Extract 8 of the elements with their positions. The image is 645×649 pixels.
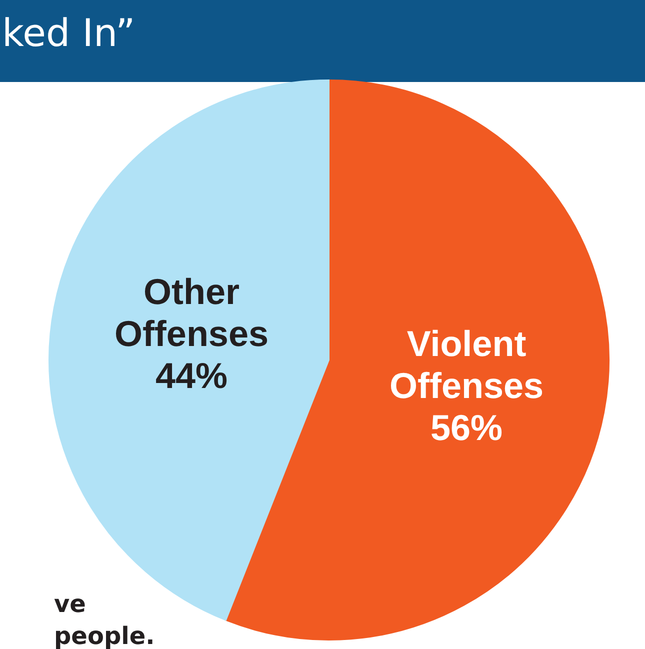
text: people. (54, 622, 155, 649)
data-label: 56% (430, 407, 503, 448)
slice-label: Other Offenses (114, 270, 269, 354)
pie-slice (49, 80, 330, 621)
slice-label: Violent Offenses (389, 323, 544, 406)
chart-title: ked In” (2, 11, 136, 55)
data-label: 44% (155, 354, 228, 396)
text: ve (54, 590, 86, 618)
